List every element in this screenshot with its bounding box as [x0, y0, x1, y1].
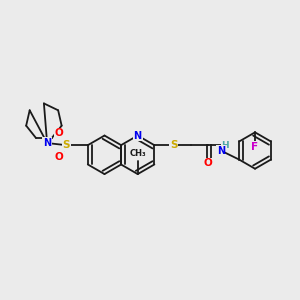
Text: H: H: [221, 141, 229, 150]
Text: S: S: [63, 140, 70, 150]
Text: O: O: [55, 128, 63, 138]
Text: F: F: [251, 142, 259, 152]
Text: S: S: [170, 140, 177, 150]
Text: N: N: [134, 130, 142, 140]
Text: O: O: [55, 152, 63, 162]
Text: N: N: [217, 146, 225, 155]
Text: N: N: [43, 138, 51, 148]
Text: CH₃: CH₃: [129, 149, 146, 158]
Text: O: O: [203, 158, 212, 168]
